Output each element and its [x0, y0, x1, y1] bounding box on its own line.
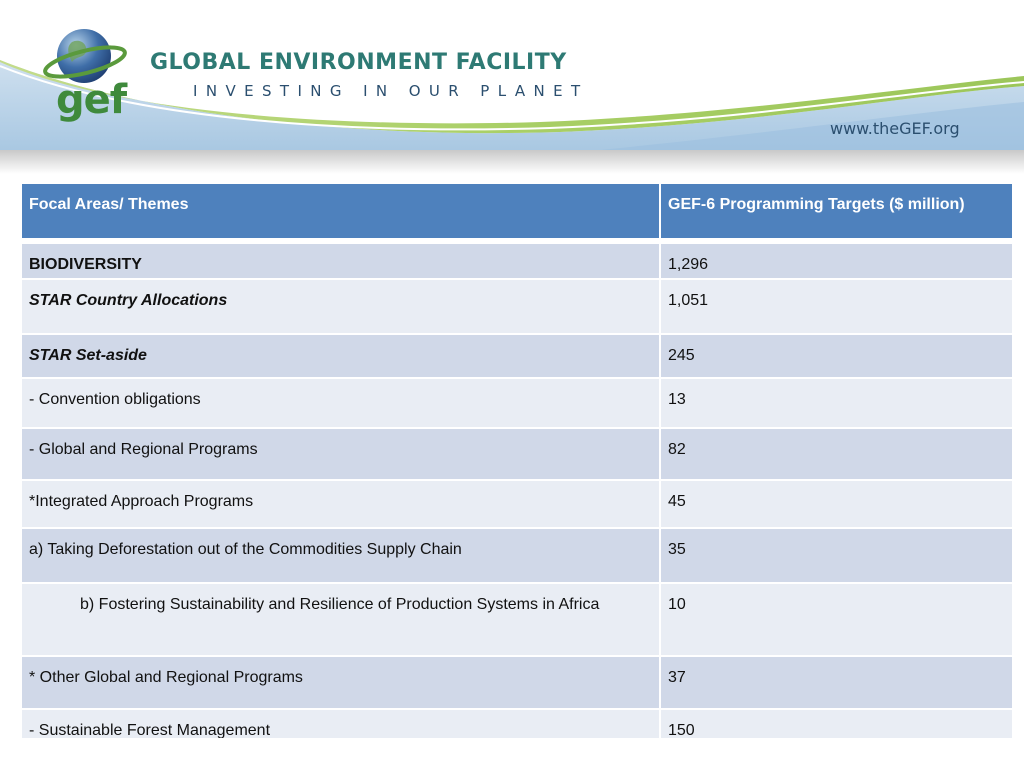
row-value: 37 — [659, 655, 1014, 710]
row-value: 13 — [659, 377, 1014, 429]
header-separator — [21, 239, 1013, 243]
row-value: 10 — [659, 582, 1014, 657]
column-header-themes: Focal Areas/ Themes — [20, 182, 661, 240]
table-row: STAR Set-aside 245 — [20, 333, 1014, 379]
slide-bottom-edge — [0, 738, 1024, 768]
row-label: - Global and Regional Programs — [20, 427, 661, 481]
logo-wordmark: gef — [56, 77, 127, 123]
org-title: GLOBAL ENVIRONMENT FACILITY — [150, 50, 567, 75]
table-header-row: Focal Areas/ Themes GEF-6 Programming Ta… — [20, 182, 1014, 240]
row-value: 45 — [659, 479, 1014, 529]
row-label: STAR Set-aside — [20, 333, 661, 379]
row-value: 82 — [659, 427, 1014, 481]
website-url[interactable]: www.theGEF.org — [830, 119, 960, 138]
row-label: - Convention obligations — [20, 377, 661, 429]
row-label: BIODIVERSITY — [20, 242, 661, 280]
org-tagline: INVESTING IN OUR PLANET — [193, 82, 589, 100]
table-row: STAR Country Allocations 1,051 — [20, 278, 1014, 335]
row-label: a) Taking Deforestation out of the Commo… — [20, 527, 661, 584]
table-row: a) Taking Deforestation out of the Commo… — [20, 527, 1014, 584]
table-row: * Other Global and Regional Programs 37 — [20, 655, 1014, 710]
table-row: - Global and Regional Programs 82 — [20, 427, 1014, 481]
row-value: 1,296 — [659, 242, 1014, 280]
row-label: *Integrated Approach Programs — [20, 479, 661, 529]
header-banner: gef GLOBAL ENVIRONMENT FACILITY INVESTIN… — [0, 0, 1024, 150]
row-value: 1,051 — [659, 278, 1014, 335]
table-row: BIODIVERSITY 1,296 — [20, 242, 1014, 280]
table-row: - Convention obligations 13 — [20, 377, 1014, 429]
programming-targets-table: Focal Areas/ Themes GEF-6 Programming Ta… — [20, 182, 1014, 760]
banner-swoosh — [0, 60, 1024, 150]
row-value: 35 — [659, 527, 1014, 584]
globe-logo-icon — [43, 29, 127, 83]
table-row: b) Fostering Sustainability and Resilien… — [20, 582, 1014, 657]
row-label: * Other Global and Regional Programs — [20, 655, 661, 710]
table-row: *Integrated Approach Programs 45 — [20, 479, 1014, 529]
banner-shadow — [0, 150, 1024, 174]
row-label: STAR Country Allocations — [20, 278, 661, 335]
column-header-targets: GEF-6 Programming Targets ($ million) — [659, 182, 1014, 240]
row-label: b) Fostering Sustainability and Resilien… — [20, 582, 661, 657]
row-value: 245 — [659, 333, 1014, 379]
